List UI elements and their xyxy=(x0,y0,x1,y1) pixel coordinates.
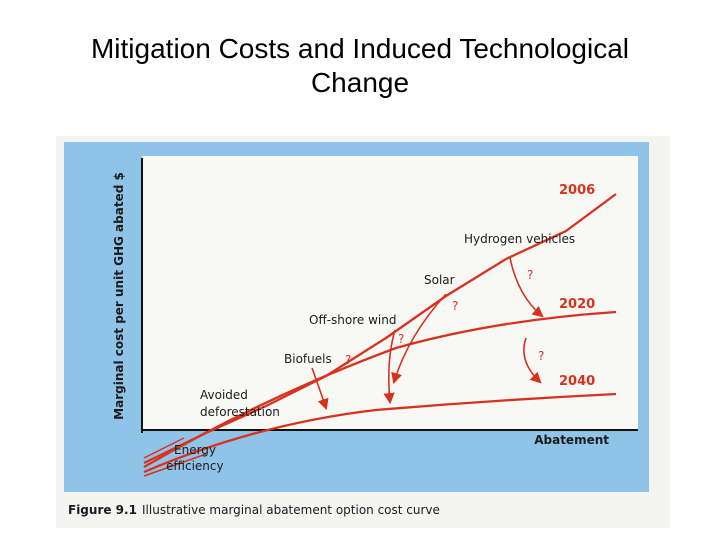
label-energy-efficiency-1: Energy xyxy=(174,443,216,457)
curve-2040 xyxy=(143,392,617,474)
arrow-biofuels-shift xyxy=(311,367,329,411)
label-avoided-deforestation-1: Avoided xyxy=(200,388,248,402)
slide-title: Mitigation Costs and Induced Technologic… xyxy=(0,32,720,100)
question-mark-2020-2040: ? xyxy=(538,349,544,363)
label-energy-efficiency-2: efficiency xyxy=(166,459,224,473)
question-mark-solar: ? xyxy=(452,299,458,313)
energy-efficiency-tick-2 xyxy=(143,453,207,477)
plot-area xyxy=(142,156,638,430)
arrow-hydrogen-shift xyxy=(509,257,544,318)
arrow-solar-shift xyxy=(391,293,447,385)
slide-title-line-2: Change xyxy=(310,67,410,98)
label-2020: 2020 xyxy=(559,297,595,312)
label-solar: Solar xyxy=(424,273,455,287)
figure-caption-text: Illustrative marginal abatement option c… xyxy=(142,503,440,517)
label-hydrogen-vehicles: Hydrogen vehicles xyxy=(464,232,575,246)
figure-caption-number: Figure 9.1 xyxy=(68,503,137,517)
arrow-2020-2040-shift xyxy=(523,337,542,384)
y-axis-title: Marginal cost per unit GHG abated $ xyxy=(112,172,126,420)
slide-title-line-1: Mitigation Costs and Induced Technologic… xyxy=(90,33,630,64)
question-mark-biofuels: ? xyxy=(345,353,351,367)
question-mark-hydrogen: ? xyxy=(527,268,533,282)
energy-efficiency-tick-1 xyxy=(143,437,185,459)
x-axis-title: Abatement xyxy=(534,433,609,447)
curve-2006 xyxy=(143,193,617,465)
label-2040: 2040 xyxy=(559,374,595,389)
label-offshore-wind: Off-shore wind xyxy=(309,313,396,327)
label-2006: 2006 xyxy=(559,183,595,198)
label-biofuels: Biofuels xyxy=(284,352,332,366)
curve-2020 xyxy=(143,310,617,468)
marginal-abatement-diagram: Marginal cost per unit GHG abated $ Abat… xyxy=(64,142,649,517)
question-mark-offshore: ? xyxy=(398,332,404,346)
figure-photo: Marginal cost per unit GHG abated $ Abat… xyxy=(56,136,670,528)
label-avoided-deforestation-2: deforestation xyxy=(200,405,280,419)
arrow-offshore-shift xyxy=(383,329,396,405)
